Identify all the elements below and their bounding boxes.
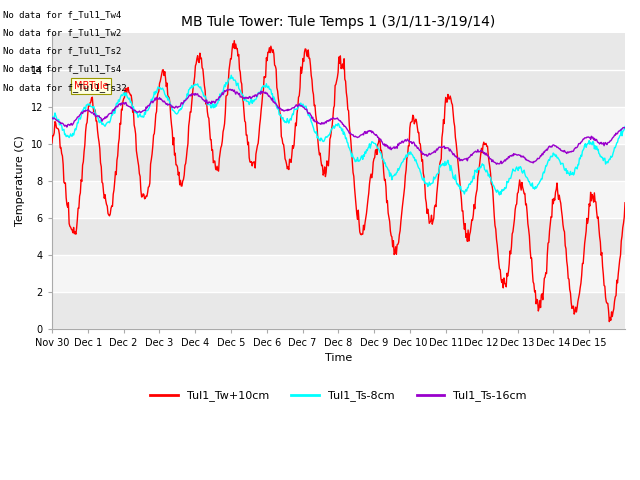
X-axis label: Time: Time — [325, 353, 352, 363]
Text: MBTule: MBTule — [74, 81, 108, 91]
Y-axis label: Temperature (C): Temperature (C) — [15, 135, 25, 226]
Text: No data for f_Tul1_Tw2: No data for f_Tul1_Tw2 — [3, 28, 122, 37]
Bar — [52, 181, 625, 218]
Text: No data for f_Tul1_Ts2: No data for f_Tul1_Ts2 — [3, 46, 122, 55]
Legend: Tul1_Tw+10cm, Tul1_Ts-8cm, Tul1_Ts-16cm: Tul1_Tw+10cm, Tul1_Ts-8cm, Tul1_Ts-16cm — [146, 386, 531, 406]
Bar — [52, 107, 625, 144]
Bar — [52, 255, 625, 292]
Text: No data for f_Tul1_Ts4: No data for f_Tul1_Ts4 — [3, 64, 122, 73]
Text: No data for f_Tul1_Ts32: No data for f_Tul1_Ts32 — [3, 83, 127, 92]
Title: MB Tule Tower: Tule Temps 1 (3/1/11-3/19/14): MB Tule Tower: Tule Temps 1 (3/1/11-3/19… — [181, 15, 495, 29]
Text: No data for f_Tul1_Tw4: No data for f_Tul1_Tw4 — [3, 10, 122, 19]
